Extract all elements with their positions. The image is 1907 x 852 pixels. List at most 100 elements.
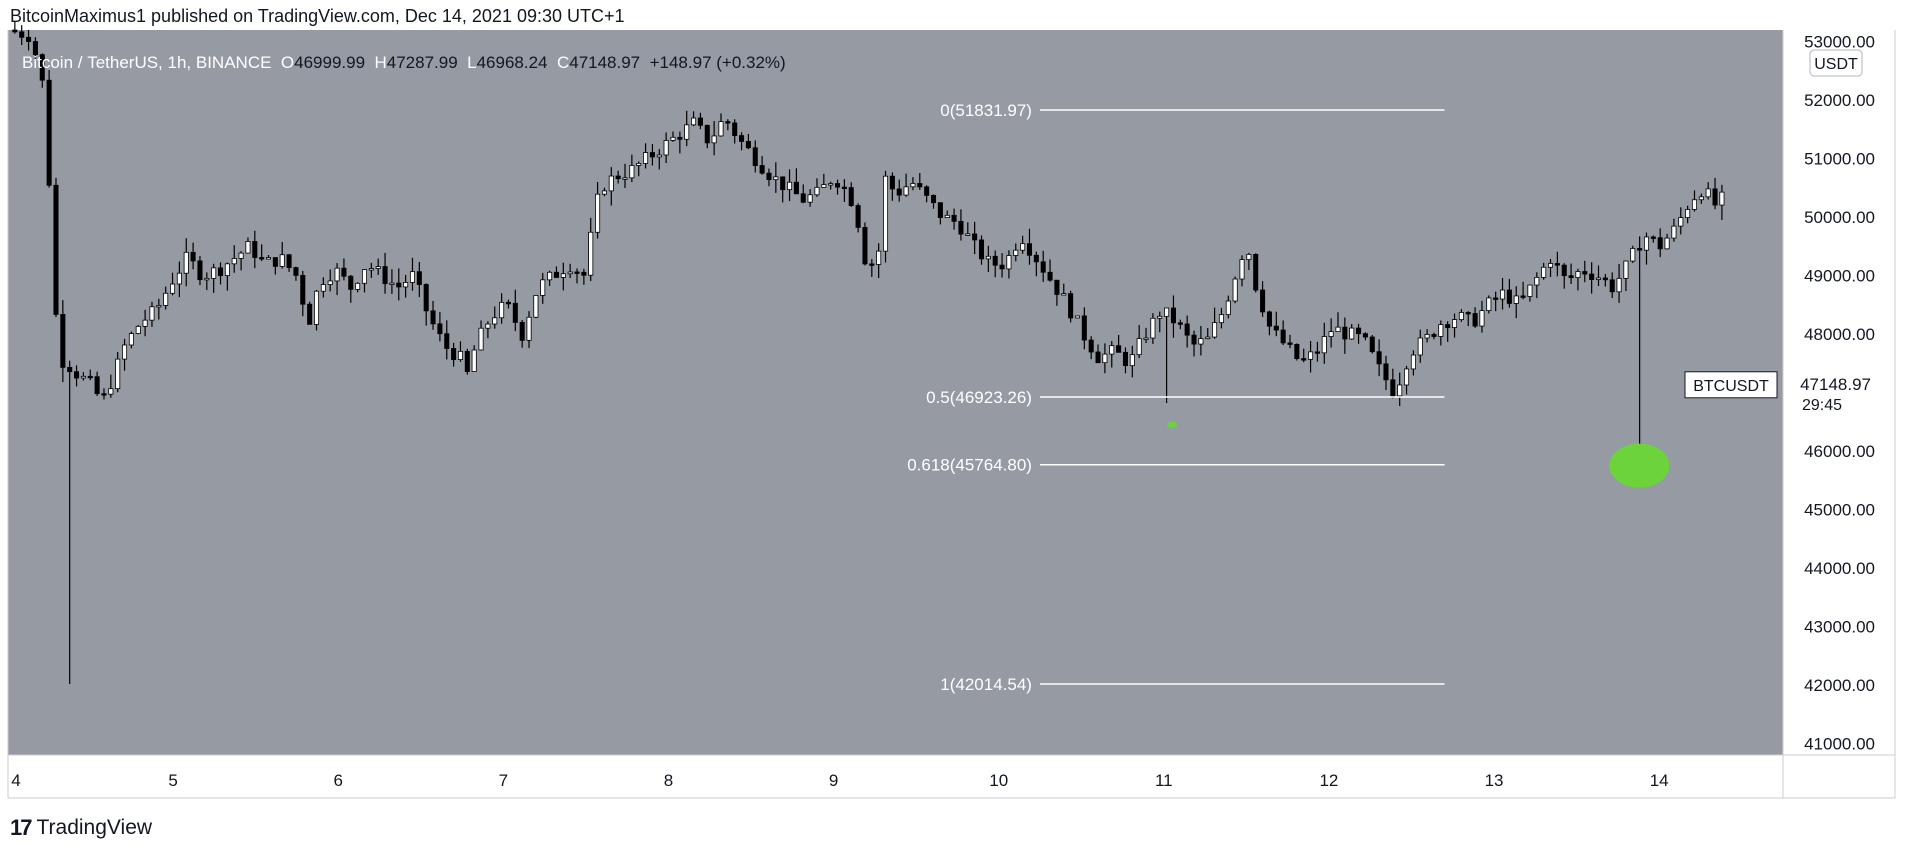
candle-up[interactable] (156, 305, 162, 308)
candle-up[interactable] (1061, 293, 1067, 296)
candle-up[interactable] (1424, 334, 1430, 339)
ohlc-legend[interactable]: Bitcoin / TetherUS, 1h, BINANCE O46999.9… (22, 53, 786, 72)
candle-up[interactable] (601, 190, 607, 195)
candle-down[interactable] (1493, 297, 1499, 300)
candle-up[interactable] (149, 306, 155, 321)
candle-down[interactable] (793, 181, 799, 195)
candle-up[interactable] (670, 136, 676, 141)
candle-down[interactable] (615, 175, 621, 180)
candle-down[interactable] (1637, 248, 1643, 251)
candle-down[interactable] (53, 184, 59, 315)
candle-up[interactable] (1321, 336, 1327, 354)
candle-up[interactable] (876, 250, 882, 265)
candle-down[interactable] (1273, 325, 1279, 331)
candle-up[interactable] (334, 267, 340, 282)
candle-up[interactable] (176, 272, 182, 285)
candle-up[interactable] (1232, 278, 1238, 302)
candle-up[interactable] (170, 283, 176, 294)
candle-down[interactable] (855, 205, 861, 228)
candle-down[interactable] (574, 271, 580, 274)
candle-up[interactable] (1664, 237, 1670, 250)
candle-down[interactable] (1390, 379, 1396, 397)
candle-down[interactable] (416, 271, 422, 285)
candle-up[interactable] (629, 165, 635, 179)
candle-down[interactable] (1609, 279, 1615, 293)
candle-up[interactable] (1157, 315, 1163, 319)
candle-up[interactable] (1541, 266, 1547, 278)
candle-down[interactable] (581, 271, 587, 276)
candle-down[interactable] (1431, 334, 1437, 337)
candle-down[interactable] (745, 141, 751, 149)
candle-up[interactable] (910, 183, 916, 188)
candle-down[interactable] (197, 260, 203, 281)
candle-up[interactable] (1671, 225, 1677, 239)
candle-down[interactable] (1383, 363, 1389, 381)
candle-up[interactable] (1006, 255, 1012, 270)
candle-up[interactable] (1719, 191, 1725, 206)
candle-up[interactable] (1486, 297, 1492, 312)
candle-up[interactable] (622, 177, 628, 180)
candle-up[interactable] (663, 140, 669, 156)
candle-down[interactable] (1568, 275, 1574, 278)
candle-up[interactable] (108, 388, 114, 395)
candle-down[interactable] (1184, 323, 1190, 336)
candle-down[interactable] (1122, 351, 1128, 367)
candle-up[interactable] (944, 214, 950, 218)
candle-up[interactable] (1595, 277, 1602, 280)
candle-down[interactable] (1602, 277, 1608, 281)
candle-up[interactable] (1109, 345, 1115, 355)
candle-down[interactable] (958, 220, 964, 235)
candle-up[interactable] (1691, 199, 1698, 210)
candle-down[interactable] (1095, 351, 1101, 364)
candle-down[interactable] (869, 263, 875, 266)
candle-down[interactable] (252, 241, 258, 258)
candle-up[interactable] (1417, 337, 1423, 356)
candle-down[interactable] (74, 371, 80, 379)
last-price-tag[interactable] (1785, 369, 1888, 418)
candle-up[interactable] (1513, 295, 1519, 304)
candle-up[interactable] (1534, 276, 1540, 286)
candle-down[interactable] (1081, 315, 1087, 341)
candle-down[interactable] (841, 186, 847, 190)
candle-up[interactable] (80, 375, 86, 379)
candle-up[interactable] (361, 269, 368, 284)
candle-down[interactable] (505, 301, 511, 305)
candle-down[interactable] (1116, 345, 1122, 353)
candle-up[interactable] (821, 184, 827, 188)
candle-up[interactable] (1616, 277, 1622, 293)
candle-up[interactable] (1500, 289, 1506, 300)
candle-up[interactable] (1205, 336, 1211, 340)
candle-down[interactable] (917, 183, 923, 188)
candle-up[interactable] (478, 327, 484, 351)
candle-down[interactable] (46, 79, 52, 186)
candle-up[interactable] (320, 284, 326, 292)
candle-down[interactable] (217, 267, 224, 276)
candle-down[interactable] (32, 41, 38, 55)
candle-up[interactable] (231, 258, 237, 265)
candle-up[interactable] (238, 252, 244, 259)
candle-down[interactable] (190, 251, 196, 262)
candle-down[interactable] (1054, 279, 1060, 295)
candle-down[interactable] (307, 303, 313, 325)
candle-down[interactable] (1554, 263, 1560, 266)
candle-down[interactable] (1294, 344, 1300, 360)
candle-up[interactable] (1225, 300, 1231, 316)
candle-down[interactable] (67, 366, 73, 373)
candle-down[interactable] (978, 239, 985, 260)
candle-up[interactable] (183, 251, 189, 274)
candle-down[interactable] (1170, 307, 1176, 324)
candle-down[interactable] (1445, 324, 1451, 328)
candle-down[interactable] (1033, 254, 1039, 263)
candle-down[interactable] (924, 186, 930, 196)
candle-down[interactable] (39, 54, 45, 81)
candle-down[interactable] (437, 323, 443, 335)
currency-badge[interactable] (1809, 49, 1863, 77)
candle-down[interactable] (87, 375, 93, 379)
candle-up[interactable] (1328, 331, 1334, 337)
candle-up[interactable] (1547, 263, 1554, 268)
candle-down[interactable] (1026, 243, 1033, 256)
candle-down[interactable] (1260, 289, 1266, 313)
candle-up[interactable] (1705, 188, 1711, 198)
candle-up[interactable] (1013, 249, 1019, 256)
candle-up[interactable] (327, 280, 333, 285)
